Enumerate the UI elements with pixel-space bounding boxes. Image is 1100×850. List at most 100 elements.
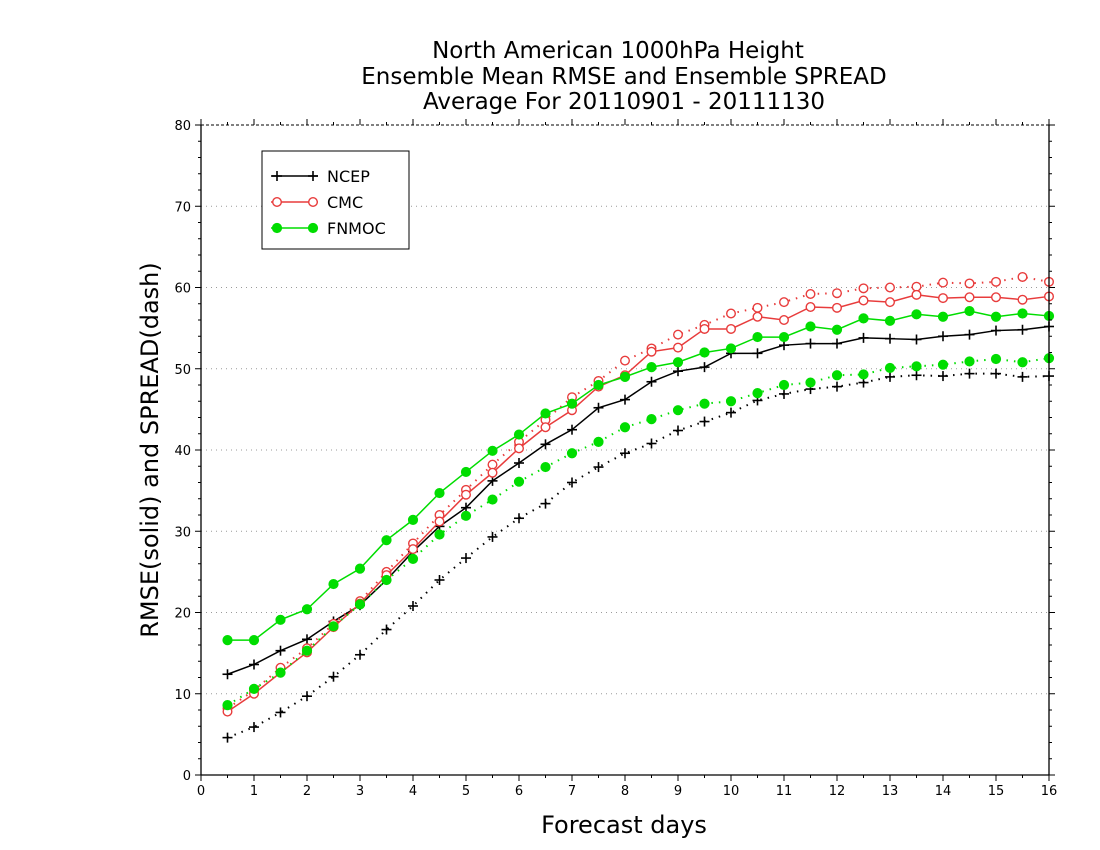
point-ncep-spread-6: [381, 624, 392, 635]
point-fnmoc-rmse-28: [964, 305, 975, 317]
point-ncep-rmse-15: [620, 394, 630, 405]
point-fnmoc-spread-22: [805, 377, 816, 388]
legend-marker-right-ncep: [308, 171, 318, 181]
point-fnmoc-rmse-9: [460, 466, 472, 478]
point-fnmoc-rmse-16: [646, 362, 657, 373]
point-cmc-rmse-17: [673, 342, 684, 353]
point-fnmoc-rmse-24: [858, 313, 869, 324]
point-fnmoc-rmse-12: [540, 408, 551, 419]
point-fnmoc-spread-2: [275, 667, 286, 678]
point-cmc-rmse-19: [726, 323, 737, 334]
point-ncep-spread-8: [434, 575, 445, 585]
point-fnmoc-rmse-17: [672, 357, 684, 368]
point-fnmoc-spread-3: [301, 645, 313, 656]
point-fnmoc-spread-18: [699, 398, 710, 409]
series-fnmoc-rmse-line: [227, 310, 1050, 641]
y-tick-label-40: 40: [174, 444, 191, 459]
series-ncep-spread-line: [227, 372, 1050, 739]
point-fnmoc-spread-13: [566, 448, 578, 459]
point-ncep-spread-27: [938, 371, 948, 382]
point-cmc-spread-25: [885, 282, 896, 293]
point-cmc-spread-23: [832, 288, 843, 299]
chart-title-line-3: Average For 20110901 - 20111130: [423, 89, 825, 115]
point-cmc-rmse-20: [752, 311, 763, 322]
y-tick-label-0: 0: [183, 769, 191, 784]
point-ncep-spread-30: [1017, 371, 1028, 382]
point-ncep-spread-14: [593, 462, 604, 473]
point-ncep-rmse-22: [805, 338, 816, 349]
point-ncep-spread-23: [832, 381, 842, 392]
x-tick-label-12: 12: [829, 784, 846, 799]
x-axis-label: Forecast days: [541, 811, 707, 839]
legend-label-cmc: CMC: [327, 193, 363, 212]
point-ncep-spread-28: [964, 368, 975, 379]
legend-marker-left-fnmoc: [271, 222, 283, 234]
series-cmc-spread-line: [226, 275, 1050, 710]
point-cmc-spread-19: [726, 308, 737, 319]
point-ncep-spread-17: [673, 425, 683, 436]
y-axis-label: RMSE(solid) and SPREAD(dash): [136, 262, 164, 638]
point-fnmoc-spread-11: [513, 476, 525, 487]
point-fnmoc-spread-21: [778, 379, 790, 391]
point-fnmoc-rmse-30: [1017, 308, 1028, 319]
point-fnmoc-spread-16: [646, 414, 657, 425]
point-ncep-spread-16: [646, 438, 657, 449]
point-cmc-spread-24: [858, 283, 869, 294]
point-cmc-rmse-11: [514, 443, 525, 454]
point-ncep-rmse-26: [911, 334, 922, 345]
point-cmc-spread-28: [964, 278, 975, 289]
point-ncep-rmse-25: [885, 333, 895, 344]
point-cmc-spread-30: [1017, 271, 1028, 282]
point-fnmoc-spread-12: [540, 461, 551, 473]
point-ncep-spread-11: [514, 513, 524, 524]
legend-marker-right-fnmoc: [307, 222, 319, 234]
y-tick-label-20: 20: [174, 607, 191, 622]
point-fnmoc-spread-9: [460, 510, 472, 521]
chart-title-line-1: North American 1000hPa Height: [432, 38, 804, 64]
y-tick-label-30: 30: [174, 525, 191, 540]
point-fnmoc-rmse-23: [831, 324, 843, 335]
point-fnmoc-rmse-21: [778, 331, 790, 343]
point-cmc-rmse-25: [885, 297, 896, 308]
legend-marker-left-cmc: [272, 196, 283, 207]
point-cmc-rmse-16: [646, 346, 657, 357]
x-tick-label-7: 7: [568, 784, 576, 799]
point-fnmoc-rmse-3: [301, 604, 313, 615]
legend-marker-left-ncep: [272, 171, 282, 181]
point-ncep-rmse-1: [249, 659, 259, 670]
point-fnmoc-spread-29: [990, 353, 1002, 365]
point-ncep-spread-19: [726, 407, 736, 418]
point-cmc-rmse-26: [911, 289, 922, 300]
point-cmc-rmse-8: [434, 516, 445, 527]
point-fnmoc-rmse-22: [805, 321, 816, 332]
point-ncep-rmse-23: [832, 338, 842, 349]
point-ncep-rmse-18: [699, 362, 710, 373]
x-tick-label-8: 8: [621, 784, 629, 799]
x-tick-label-5: 5: [462, 784, 470, 799]
point-ncep-spread-18: [699, 416, 710, 427]
point-cmc-spread-17: [673, 329, 684, 340]
point-fnmoc-spread-6: [381, 574, 392, 586]
point-ncep-spread-29: [991, 368, 1001, 379]
point-cmc-rmse-21: [779, 315, 790, 326]
point-ncep-spread-0: [222, 732, 233, 743]
point-cmc-rmse-12: [540, 422, 551, 433]
y-tick-label-80: 80: [174, 119, 191, 134]
x-tick-label-14: 14: [935, 784, 952, 799]
point-fnmoc-spread-24: [858, 369, 869, 380]
point-ncep-rmse-0: [222, 669, 233, 680]
point-cmc-spread-26: [911, 281, 922, 292]
point-fnmoc-spread-7: [407, 553, 419, 564]
point-fnmoc-spread-4: [328, 621, 339, 632]
point-ncep-rmse-16: [646, 376, 657, 387]
point-ncep-spread-21: [779, 388, 789, 399]
point-fnmoc-rmse-18: [699, 347, 710, 358]
x-tick-label-15: 15: [988, 784, 1005, 799]
series-ncep-rmse-line: [227, 325, 1050, 675]
point-cmc-spread-10: [487, 459, 498, 470]
point-cmc-rmse-28: [964, 292, 975, 303]
point-ncep-spread-5: [355, 649, 365, 660]
x-tick-label-9: 9: [674, 784, 682, 799]
point-fnmoc-rmse-13: [566, 398, 578, 409]
